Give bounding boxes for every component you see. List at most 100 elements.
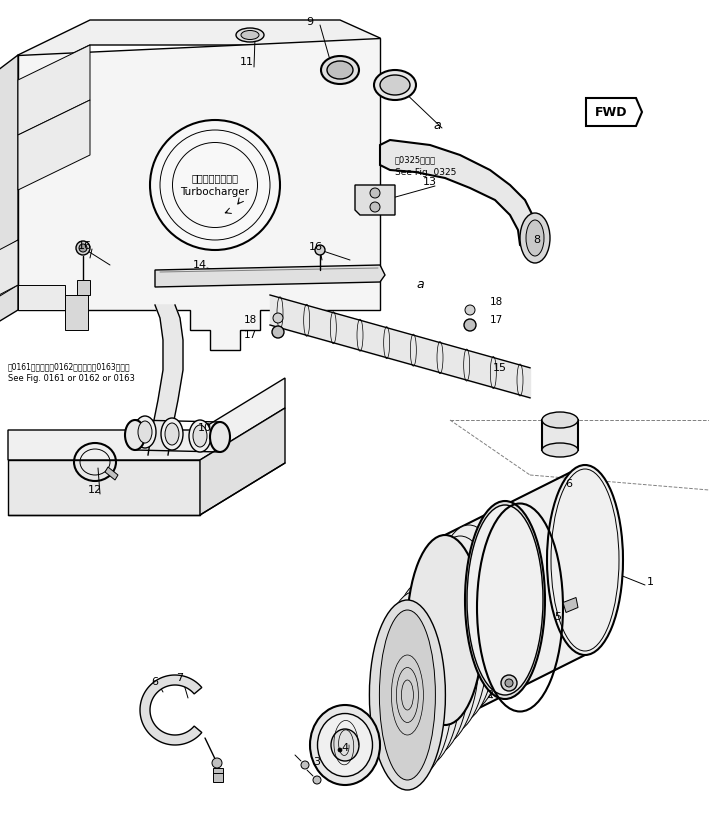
Circle shape xyxy=(464,319,476,331)
Text: 9: 9 xyxy=(306,17,313,27)
Circle shape xyxy=(501,675,517,691)
Ellipse shape xyxy=(542,443,578,457)
Polygon shape xyxy=(355,185,395,215)
Circle shape xyxy=(370,188,380,198)
Text: Turbocharger: Turbocharger xyxy=(181,187,250,197)
Ellipse shape xyxy=(407,535,483,725)
Circle shape xyxy=(79,244,87,252)
Circle shape xyxy=(212,758,222,768)
Text: See Fig. 0325: See Fig. 0325 xyxy=(395,167,457,176)
Text: 4: 4 xyxy=(342,743,349,753)
Text: See Fig. 0161 or 0162 or 0163: See Fig. 0161 or 0162 or 0163 xyxy=(8,373,135,382)
Ellipse shape xyxy=(138,421,152,443)
Text: 笤0161図または笤0162図または笤0163図参照: 笤0161図または笤0162図または笤0163図参照 xyxy=(8,363,130,372)
Ellipse shape xyxy=(321,56,359,84)
Text: 17: 17 xyxy=(244,330,257,340)
Text: 3: 3 xyxy=(313,757,320,767)
Ellipse shape xyxy=(134,416,156,448)
Text: 12: 12 xyxy=(88,485,102,495)
Circle shape xyxy=(273,313,283,323)
Ellipse shape xyxy=(397,569,471,755)
Ellipse shape xyxy=(526,220,544,256)
Ellipse shape xyxy=(193,425,207,447)
Text: 17: 17 xyxy=(490,315,503,325)
Ellipse shape xyxy=(465,501,545,699)
Text: 笤0325図参照: 笤0325図参照 xyxy=(395,155,436,164)
Text: 5: 5 xyxy=(554,612,562,622)
Circle shape xyxy=(272,326,284,338)
Text: 16: 16 xyxy=(309,242,323,252)
Circle shape xyxy=(505,679,513,687)
Text: 14: 14 xyxy=(193,260,207,270)
Circle shape xyxy=(301,761,309,769)
Polygon shape xyxy=(0,240,18,305)
Polygon shape xyxy=(0,55,18,330)
Ellipse shape xyxy=(467,505,543,695)
Polygon shape xyxy=(65,295,88,330)
Ellipse shape xyxy=(236,28,264,42)
Text: FWD: FWD xyxy=(595,105,627,118)
Ellipse shape xyxy=(380,75,410,95)
Ellipse shape xyxy=(370,602,445,788)
Text: 11: 11 xyxy=(240,57,254,67)
Polygon shape xyxy=(8,378,285,460)
Ellipse shape xyxy=(210,422,230,452)
Ellipse shape xyxy=(327,61,353,79)
Circle shape xyxy=(338,748,342,752)
Polygon shape xyxy=(586,98,642,126)
Circle shape xyxy=(76,241,90,255)
Ellipse shape xyxy=(374,70,416,100)
Bar xyxy=(213,768,223,782)
Polygon shape xyxy=(445,465,585,725)
Ellipse shape xyxy=(125,420,145,450)
Polygon shape xyxy=(200,408,285,515)
Ellipse shape xyxy=(423,536,497,722)
Text: 2: 2 xyxy=(486,690,493,700)
Ellipse shape xyxy=(189,420,211,452)
Ellipse shape xyxy=(241,30,259,39)
Text: 16: 16 xyxy=(78,241,92,251)
Text: 7: 7 xyxy=(177,673,184,683)
Polygon shape xyxy=(140,675,202,745)
Ellipse shape xyxy=(165,423,179,445)
Ellipse shape xyxy=(150,120,280,250)
Text: ターボチャージャ: ターボチャージャ xyxy=(191,173,238,183)
Ellipse shape xyxy=(310,705,380,785)
Polygon shape xyxy=(77,280,90,295)
Ellipse shape xyxy=(388,580,462,766)
Text: 13: 13 xyxy=(423,177,437,187)
Ellipse shape xyxy=(379,610,435,780)
Polygon shape xyxy=(563,597,578,613)
Ellipse shape xyxy=(406,558,479,744)
Polygon shape xyxy=(0,240,18,305)
Text: 18: 18 xyxy=(244,315,257,325)
Text: 6: 6 xyxy=(152,677,159,687)
Ellipse shape xyxy=(369,600,445,790)
Ellipse shape xyxy=(414,547,489,733)
Circle shape xyxy=(370,202,380,212)
Polygon shape xyxy=(148,305,183,455)
Text: 6: 6 xyxy=(566,479,572,489)
Ellipse shape xyxy=(379,591,453,777)
Text: 10: 10 xyxy=(198,423,212,433)
Ellipse shape xyxy=(318,713,372,776)
Text: a: a xyxy=(416,279,424,292)
Ellipse shape xyxy=(520,213,550,263)
Polygon shape xyxy=(380,140,538,255)
Ellipse shape xyxy=(331,729,359,761)
Polygon shape xyxy=(18,20,380,80)
Polygon shape xyxy=(18,45,90,135)
Circle shape xyxy=(465,305,475,315)
Ellipse shape xyxy=(547,465,623,655)
Polygon shape xyxy=(8,460,200,515)
Text: 1: 1 xyxy=(647,577,654,587)
Ellipse shape xyxy=(542,412,578,428)
Text: 15: 15 xyxy=(493,363,507,373)
Ellipse shape xyxy=(161,418,183,450)
Text: 8: 8 xyxy=(533,235,540,245)
Text: a: a xyxy=(433,118,441,132)
Ellipse shape xyxy=(432,525,506,711)
Polygon shape xyxy=(18,100,90,190)
Circle shape xyxy=(315,245,325,255)
Polygon shape xyxy=(18,285,65,310)
